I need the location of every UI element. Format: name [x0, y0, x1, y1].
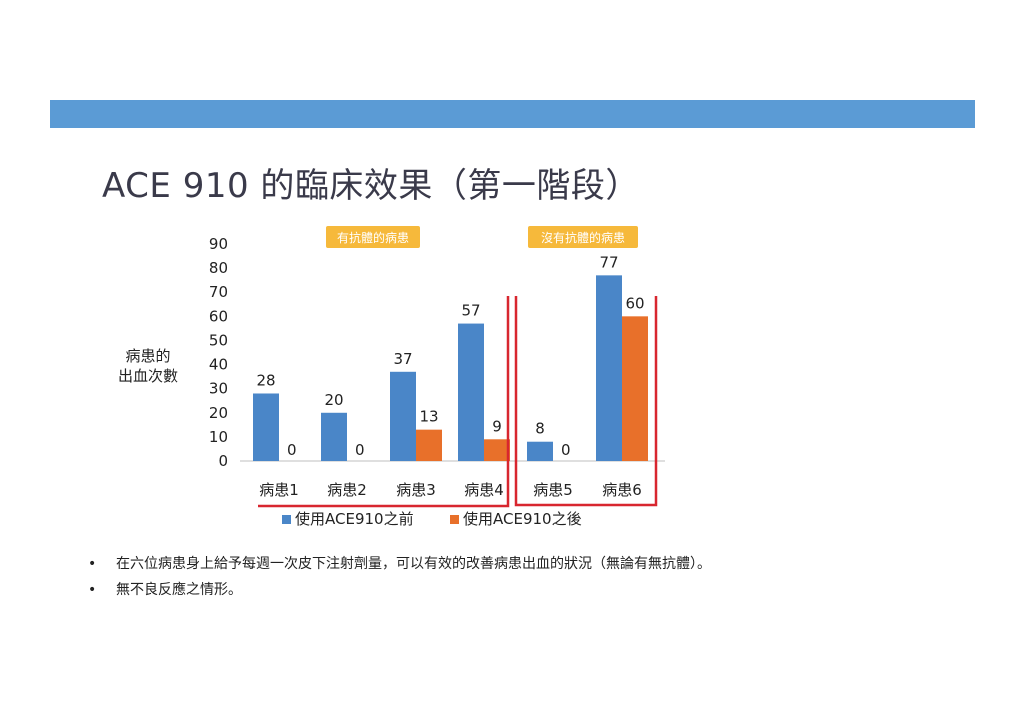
bullet-item: • 無不良反應之情形。: [88, 579, 711, 605]
legend-label: 使用ACE910之後: [463, 510, 582, 528]
bar: [321, 412, 347, 461]
x-tick-label: 病患1: [259, 481, 299, 499]
data-label: 0: [561, 441, 571, 459]
y-axis-label-line: 出血次數: [117, 367, 178, 385]
data-label: 0: [355, 441, 365, 459]
bar: [527, 441, 553, 461]
legend-swatch: [282, 515, 291, 524]
bar: [253, 393, 279, 461]
y-tick-label: 10: [209, 428, 228, 446]
group-badge-label: 有抗體的病患: [337, 230, 409, 245]
y-tick-label: 90: [209, 235, 228, 253]
bar: [596, 275, 622, 461]
data-label: 13: [419, 408, 438, 426]
x-tick-label: 病患4: [464, 481, 504, 499]
y-tick-label: 40: [209, 356, 228, 374]
y-tick-label: 0: [218, 452, 228, 470]
bullet-dot: •: [88, 556, 97, 572]
bullet-item: • 在六位病患身上給予每週一次皮下注射劑量，可以有效的改善病患出血的狀況（無論有…: [88, 553, 711, 579]
data-label: 57: [461, 302, 480, 320]
bullet-text: 無不良反應之情形。: [116, 582, 242, 598]
data-label: 28: [256, 371, 275, 389]
y-tick-label: 50: [209, 331, 228, 349]
data-label: 0: [287, 441, 297, 459]
data-label: 37: [393, 350, 412, 368]
bar: [484, 439, 510, 461]
group-bracket-without-antibody: [514, 296, 658, 507]
bullet-dot: •: [88, 582, 97, 598]
x-tick-label: 病患6: [602, 481, 642, 499]
y-axis-label: 病患的 出血次數: [108, 346, 188, 386]
data-label: 9: [492, 417, 502, 435]
x-tick-label: 病患5: [533, 481, 573, 499]
data-label: 60: [625, 294, 644, 312]
data-label: 8: [535, 420, 545, 438]
data-label: 20: [324, 391, 343, 409]
y-tick-label: 30: [209, 380, 228, 398]
header-accent-bar: [50, 100, 975, 128]
slide-title: ACE 910 的臨床效果（第一階段）: [102, 166, 640, 206]
bullet-list: • 在六位病患身上給予每週一次皮下注射劑量，可以有效的改善病患出血的狀況（無論有…: [88, 553, 711, 605]
bar: [390, 371, 416, 461]
bar: [458, 323, 484, 461]
x-tick-label: 病患2: [327, 481, 367, 499]
y-tick-label: 20: [209, 404, 228, 422]
group-badge-label: 沒有抗體的病患: [541, 230, 625, 245]
group-bracket-with-antibody: [258, 296, 510, 508]
group-badge: [326, 226, 420, 248]
y-tick-label: 70: [209, 283, 228, 301]
bullet-text: 在六位病患身上給予每週一次皮下注射劑量，可以有效的改善病患出血的狀況（無論有無抗…: [116, 556, 711, 572]
y-axis-label-line: 病患的: [125, 347, 171, 365]
group-badge: [528, 226, 638, 248]
legend-label: 使用ACE910之前: [295, 510, 414, 528]
data-label: 77: [599, 253, 618, 271]
x-tick-label: 病患3: [396, 481, 436, 499]
bar: [622, 316, 648, 461]
legend-swatch: [450, 515, 459, 524]
y-tick-label: 60: [209, 307, 228, 325]
y-tick-label: 80: [209, 259, 228, 277]
bar: [416, 429, 442, 461]
